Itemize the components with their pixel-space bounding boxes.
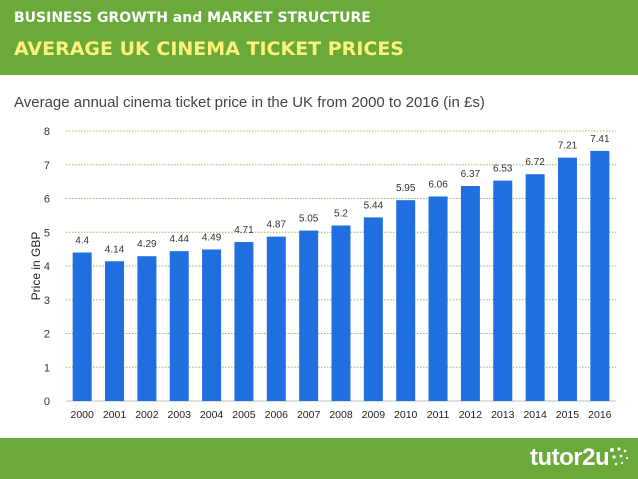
x-tick-label: 2001 xyxy=(103,409,127,421)
x-tick-label: 2002 xyxy=(135,409,159,421)
bar xyxy=(331,225,351,401)
y-tick-label: 4 xyxy=(44,261,50,273)
x-tick-label: 2008 xyxy=(329,409,353,421)
y-axis-title: Price in GBP xyxy=(29,232,43,301)
y-tick-label: 6 xyxy=(44,194,50,206)
x-tick-label: 2000 xyxy=(70,409,94,421)
bar-value-label: 4.29 xyxy=(137,239,157,250)
bar xyxy=(105,261,125,401)
bar-chart: 0 1 2 3 4 5 6 7 8 Price in GBP 4.4 2000 4.14 2001 4.29… xyxy=(29,126,616,421)
y-tick-label: 8 xyxy=(44,126,50,138)
bar-value-label: 4.71 xyxy=(234,225,254,236)
x-tick-label: 2007 xyxy=(297,409,321,421)
bar-value-label: 4.14 xyxy=(105,244,125,255)
y-tick-label: 0 xyxy=(44,396,50,408)
x-tick-label: 2006 xyxy=(265,409,289,421)
x-tick-label: 2012 xyxy=(459,409,483,421)
brand-logo-text: tutor2u xyxy=(530,444,610,471)
y-tick-label: 3 xyxy=(44,295,50,307)
bar xyxy=(557,157,577,401)
dots-logo-icon xyxy=(610,447,629,466)
bar-value-label: 6.37 xyxy=(461,169,481,180)
bar-value-label: 4.87 xyxy=(267,220,287,231)
y-tick-label: 2 xyxy=(44,329,50,341)
bar xyxy=(428,196,448,401)
chart-subtitle: Average annual cinema ticket price in th… xyxy=(14,94,485,111)
bar-value-label: 6.72 xyxy=(525,157,545,168)
bar xyxy=(493,180,513,401)
x-tick-label: 2011 xyxy=(427,409,450,421)
bar xyxy=(525,174,545,401)
x-tick-label: 2009 xyxy=(362,409,386,421)
x-tick-label: 2005 xyxy=(232,409,256,421)
bar-value-label: 4.44 xyxy=(170,234,190,245)
footer-bar xyxy=(0,438,638,479)
x-tick-label: 2014 xyxy=(523,409,547,421)
y-tick-label: 7 xyxy=(44,160,50,172)
bar xyxy=(72,252,92,401)
x-tick-label: 2010 xyxy=(394,409,418,421)
bar-value-label: 7.21 xyxy=(558,141,578,152)
x-tick-label: 2013 xyxy=(491,409,515,421)
bar-value-label: 6.06 xyxy=(428,179,448,190)
header-kicker: BUSINESS GROWTH and MARKET STRUCTURE xyxy=(14,10,371,26)
bar-value-label: 4.4 xyxy=(75,236,89,247)
x-tick-label: 2004 xyxy=(200,409,224,421)
page-title: AVERAGE UK CINEMA TICKET PRICES xyxy=(14,38,404,60)
bar xyxy=(299,230,319,401)
x-tick-label: 2015 xyxy=(556,409,580,421)
bar xyxy=(396,200,416,401)
bar-value-label: 5.05 xyxy=(299,214,319,225)
x-tick-label: 2016 xyxy=(588,409,612,421)
bar-value-label: 5.44 xyxy=(364,200,384,211)
bar-value-label: 5.95 xyxy=(396,183,416,194)
bar-value-label: 5.2 xyxy=(334,209,348,220)
bar-value-label: 4.49 xyxy=(202,232,222,243)
bar xyxy=(137,256,157,401)
bar xyxy=(266,236,286,401)
bar xyxy=(234,242,254,401)
y-tick-label: 1 xyxy=(44,362,50,374)
bar-value-label: 6.53 xyxy=(493,164,513,175)
bar xyxy=(169,251,189,401)
x-tick-label: 2003 xyxy=(168,409,192,421)
bar xyxy=(590,150,610,401)
header-bar xyxy=(0,0,638,75)
bar-value-label: 7.41 xyxy=(590,134,610,145)
y-tick-label: 5 xyxy=(44,227,50,239)
bar xyxy=(460,186,480,401)
bar xyxy=(363,217,383,401)
bar xyxy=(202,249,222,401)
